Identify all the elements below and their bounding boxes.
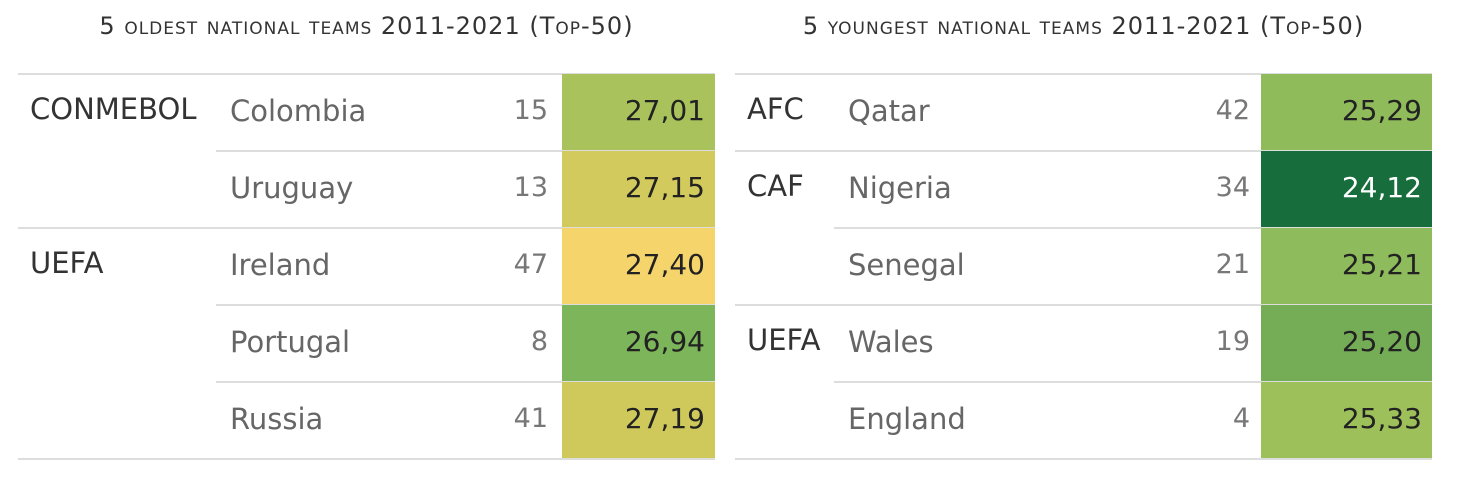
age-value: 26,94 [624, 325, 705, 358]
rank-value: 8 [530, 326, 548, 357]
age-cell [1261, 228, 1432, 305]
age-cell [562, 228, 715, 305]
age-value: 27,40 [624, 248, 705, 281]
rank-value: 42 [1215, 95, 1250, 126]
team-name: Uruguay [230, 171, 354, 205]
confederation-label: AFC [747, 92, 804, 126]
age-cell [562, 382, 715, 459]
age-cell [562, 305, 715, 382]
row-divider [216, 304, 715, 306]
age-value: 25,33 [1341, 402, 1422, 435]
team-name: Wales [848, 325, 934, 359]
row-divider [735, 150, 1432, 152]
row-divider [18, 227, 715, 229]
age-cell [1261, 305, 1432, 382]
age-cell [1261, 74, 1432, 151]
rank-value: 34 [1215, 172, 1250, 203]
age-value: 25,20 [1341, 325, 1422, 358]
confederation-label: CAF [747, 169, 804, 203]
team-name: Russia [230, 402, 324, 436]
table-top-line [18, 73, 715, 75]
row-divider [18, 458, 715, 460]
team-name: Nigeria [848, 171, 952, 205]
confederation-label: CONMEBOL [30, 92, 197, 126]
table-top-line [735, 73, 1432, 75]
age-value: 25,29 [1341, 94, 1422, 127]
age-value: 27,19 [624, 402, 705, 435]
age-value: 27,01 [624, 94, 705, 127]
team-name: Ireland [230, 248, 331, 282]
rank-value: 47 [513, 249, 548, 280]
rank-value: 13 [513, 172, 548, 203]
age-value: 25,21 [1341, 248, 1422, 281]
row-divider [834, 227, 1432, 229]
age-cell [562, 74, 715, 151]
team-name: Portugal [230, 325, 351, 359]
rank-value: 41 [513, 403, 548, 434]
row-divider [834, 381, 1432, 383]
row-divider [216, 150, 715, 152]
row-divider [216, 381, 715, 383]
rank-value: 15 [513, 95, 548, 126]
row-divider [735, 304, 1432, 306]
confederation-label: UEFA [747, 323, 821, 357]
team-name: Qatar [848, 94, 930, 128]
age-value: 24,12 [1341, 171, 1422, 204]
age-cell [1261, 382, 1432, 459]
row-divider [735, 458, 1432, 460]
age-cell [562, 151, 715, 228]
age-value: 27,15 [624, 171, 705, 204]
team-name: England [848, 402, 966, 436]
rank-value: 4 [1232, 403, 1250, 434]
age-cell [1261, 151, 1432, 228]
confederation-label: UEFA [30, 246, 104, 280]
rank-value: 21 [1215, 249, 1250, 280]
team-name: Senegal [848, 248, 965, 282]
table-title: 5 youngest national teams 2011-2021 (Top… [802, 12, 1365, 40]
rank-value: 19 [1215, 326, 1250, 357]
team-name: Colombia [230, 94, 367, 128]
table-title: 5 oldest national teams 2011-2021 (Top-5… [99, 12, 634, 40]
